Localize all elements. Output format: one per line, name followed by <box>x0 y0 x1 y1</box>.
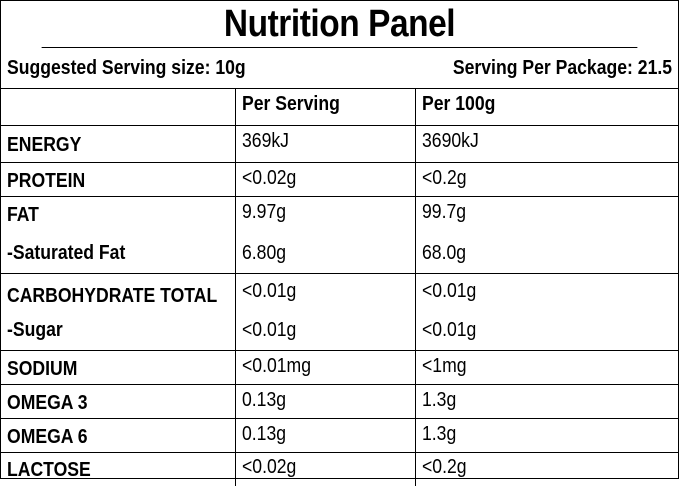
table-row: OMEGA 6 0.13g 1.3g <box>1 418 678 453</box>
row-per-serving: 9.97g 6.80g <box>234 196 417 274</box>
row-per-serving: 0.13g <box>234 418 417 453</box>
header-per-100g: Per 100g <box>415 89 678 126</box>
row-label: CARBOHYDRATE TOTAL -Sugar <box>1 273 236 351</box>
row-per-serving: <0.01mg <box>234 350 417 385</box>
table-row-group: CARBOHYDRATE TOTAL -Sugar <0.01g <0.01g … <box>1 273 678 351</box>
row-per-100g: 1.3g <box>415 384 678 419</box>
table-row: PROTEIN <0.02g <0.2g <box>1 162 678 197</box>
carbohydrate-per-100g: <0.01g <box>422 280 477 302</box>
fat-per-100g: 99.7g <box>422 201 467 223</box>
servings-per-package: Serving Per Package: 21.5 <box>452 57 672 79</box>
sugar-label: -Sugar <box>7 319 63 341</box>
table-row: ENERGY 369kJ 3690kJ <box>1 125 678 163</box>
table-row-group: FAT -Saturated Fat 9.97g 6.80g 99.7g 68.… <box>1 196 678 274</box>
panel-title: Nutrition Panel <box>41 1 638 48</box>
row-label: OMEGA 6 <box>1 418 236 453</box>
table-row: LACTOSE <0.02g <0.2g <box>1 452 678 486</box>
row-per-100g: <0.2g <box>415 452 678 486</box>
sugar-per-serving: <0.01g <box>242 319 297 341</box>
row-label: FAT -Saturated Fat <box>1 196 236 274</box>
row-per-100g: <1mg <box>415 350 678 385</box>
carbohydrate-per-serving: <0.01g <box>242 280 297 302</box>
saturated-fat-per-100g: 68.0g <box>422 242 467 264</box>
nutrition-table: Per Serving Per 100g ENERGY 369kJ 3690kJ… <box>1 89 678 486</box>
fat-label: FAT <box>7 204 39 226</box>
row-per-100g: 99.7g 68.0g <box>415 196 678 274</box>
row-per-serving: <0.02g <box>234 452 417 486</box>
row-per-serving: <0.01g <0.01g <box>234 273 417 351</box>
saturated-fat-per-serving: 6.80g <box>242 242 287 264</box>
header-row: Per Serving Per 100g <box>1 89 678 126</box>
serving-size: Suggested Serving size: 10g <box>7 57 246 79</box>
row-label: OMEGA 3 <box>1 384 236 419</box>
row-label: SODIUM <box>1 350 236 385</box>
carbohydrate-label: CARBOHYDRATE TOTAL <box>7 285 218 307</box>
row-label: LACTOSE <box>1 452 236 486</box>
table-row: SODIUM <0.01mg <1mg <box>1 350 678 385</box>
header-per-serving: Per Serving <box>234 89 417 126</box>
row-per-100g: 3690kJ <box>415 125 678 163</box>
row-label: ENERGY <box>1 125 236 163</box>
row-per-serving: <0.02g <box>234 162 417 197</box>
row-label: PROTEIN <box>1 162 236 197</box>
fat-per-serving: 9.97g <box>242 201 287 223</box>
row-per-100g: 1.3g <box>415 418 678 453</box>
serving-info-row: Suggested Serving size: 10g Serving Per … <box>1 48 678 89</box>
row-per-serving: 0.13g <box>234 384 417 419</box>
header-label-cell <box>1 89 236 126</box>
sugar-per-100g: <0.01g <box>422 319 477 341</box>
row-per-100g: <0.2g <box>415 162 678 197</box>
row-per-serving: 369kJ <box>234 125 417 163</box>
saturated-fat-label: -Saturated Fat <box>7 242 126 264</box>
table-row: OMEGA 3 0.13g 1.3g <box>1 384 678 419</box>
row-per-100g: <0.01g <0.01g <box>415 273 678 351</box>
